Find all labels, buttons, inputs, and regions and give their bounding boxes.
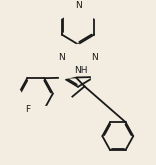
Text: NH: NH bbox=[74, 66, 88, 75]
Text: N: N bbox=[75, 1, 81, 10]
Text: F: F bbox=[25, 105, 30, 114]
Text: N: N bbox=[91, 53, 98, 62]
Text: N: N bbox=[58, 53, 65, 62]
